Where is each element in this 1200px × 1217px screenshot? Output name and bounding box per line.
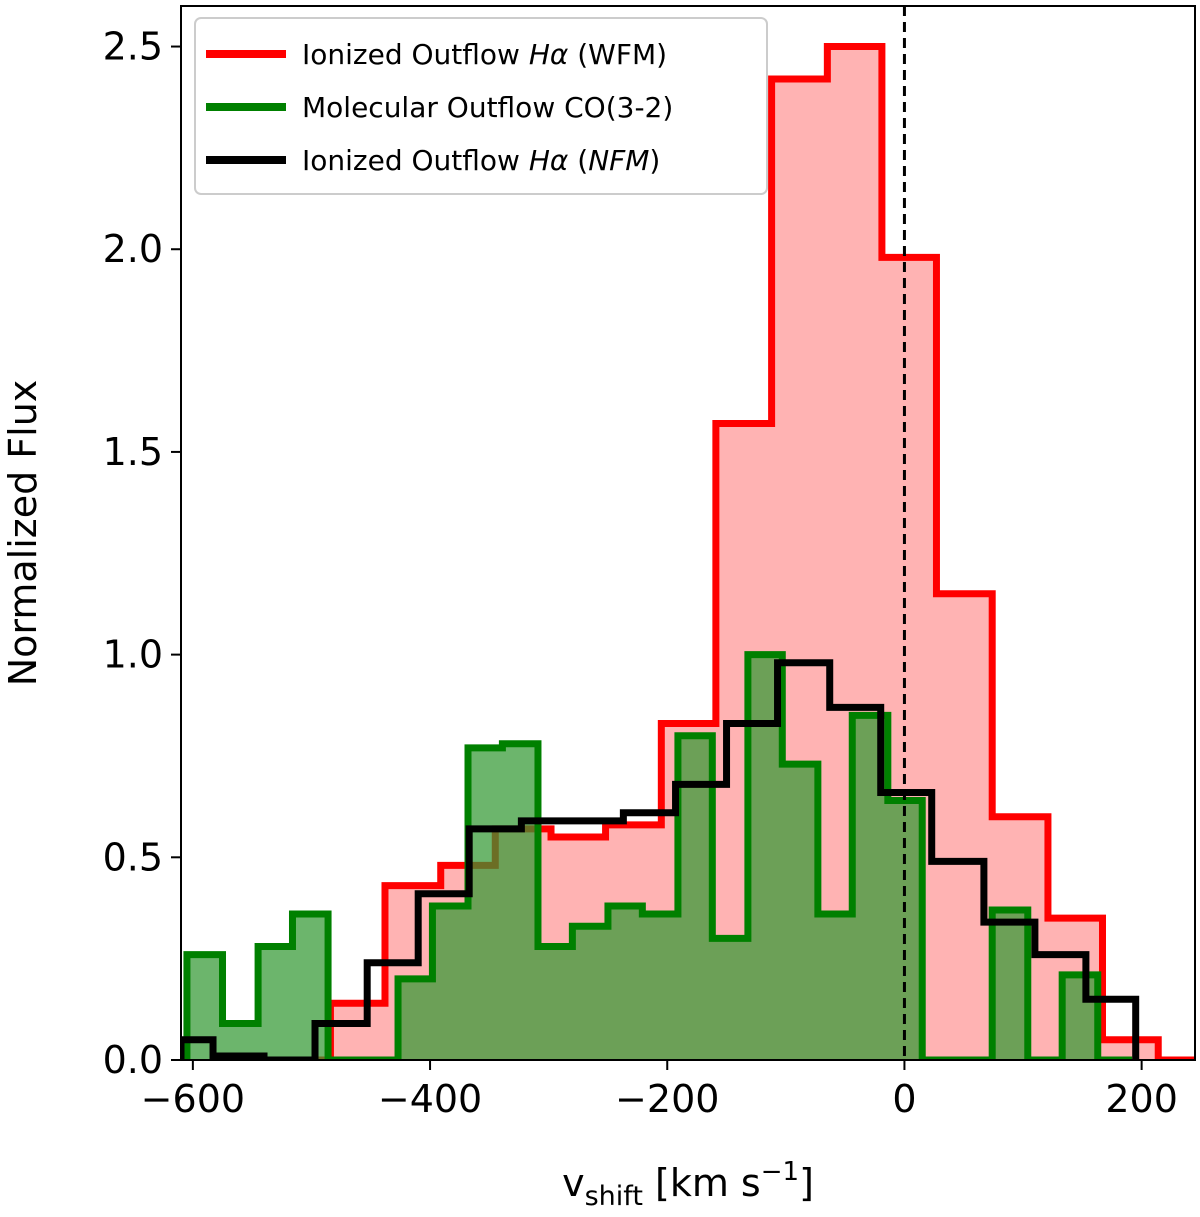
y-tick-label: 1.5 <box>103 430 163 474</box>
x-tick-label: 200 <box>1105 1077 1178 1121</box>
y-tick-label: 1.0 <box>103 633 163 677</box>
series-3-bin <box>778 663 830 1060</box>
series-3-bin <box>830 707 881 1060</box>
series-3 <box>181 659 1140 1060</box>
series-2 <box>183 651 1133 1060</box>
series-2-fill <box>186 654 1133 1060</box>
series-3-bin <box>367 963 418 1060</box>
legend-box <box>194 17 768 195</box>
plot-frame <box>180 5 1196 1061</box>
y-tick-label: 2.5 <box>103 25 163 69</box>
legend-label: Molecular Outflow CO(3-2) <box>302 91 673 124</box>
legend-entry: Ionized Outflow Hα (NFM) <box>206 144 660 177</box>
series-1 <box>279 43 1195 1060</box>
series-3-bin <box>881 792 932 1060</box>
series-3-bin <box>932 861 984 1060</box>
series-3-bin <box>727 724 778 1060</box>
x-tick-label: −200 <box>615 1077 719 1121</box>
legend-entry: Molecular Outflow CO(3-2) <box>206 91 673 124</box>
series-3-bin <box>572 821 623 1060</box>
ticks-layer: −600 −400 −200 0 200 0.0 0.5 1.0 1.5 2.0 2.5 <box>103 25 1178 1121</box>
series-3-bin <box>1035 955 1086 1060</box>
legend: Ionized Outflow Hα (WFM) Molecular Outflo… <box>194 17 768 195</box>
y-tick-label: 0.0 <box>103 1038 163 1082</box>
series-1-fill <box>279 46 1195 1060</box>
series-3-bin <box>623 813 675 1060</box>
series-3-bin <box>984 922 1035 1060</box>
series-1-outline <box>279 43 1195 1060</box>
series-3-bin <box>521 821 572 1060</box>
legend-entry: Ionized Outflow Hα (WFM) <box>206 38 667 71</box>
series-3-outline <box>181 659 1140 1060</box>
x-axis-label: vshift [km s−1] <box>562 1157 814 1212</box>
x-tick-label: −400 <box>378 1077 482 1121</box>
series-3-bin <box>418 894 469 1060</box>
series-2-bin <box>258 946 292 1060</box>
series-3-bin <box>676 784 727 1060</box>
series-3-bin <box>469 829 521 1060</box>
series-layer <box>181 43 1195 1060</box>
y-axis-label: Normalized Flux <box>1 380 45 687</box>
x-tick-label: 0 <box>892 1077 916 1121</box>
y-tick-label: 0.5 <box>103 835 163 879</box>
series-3-bin <box>1086 999 1136 1060</box>
legend-label: Ionized Outflow Hα (WFM) <box>302 38 667 71</box>
legend-label: Ionized Outflow Hα (NFM) <box>302 144 660 177</box>
y-tick-label: 2.0 <box>103 227 163 271</box>
series-3-bin <box>315 1024 367 1060</box>
series-2-outline <box>183 651 1133 1060</box>
x-tick-label: −600 <box>141 1077 245 1121</box>
